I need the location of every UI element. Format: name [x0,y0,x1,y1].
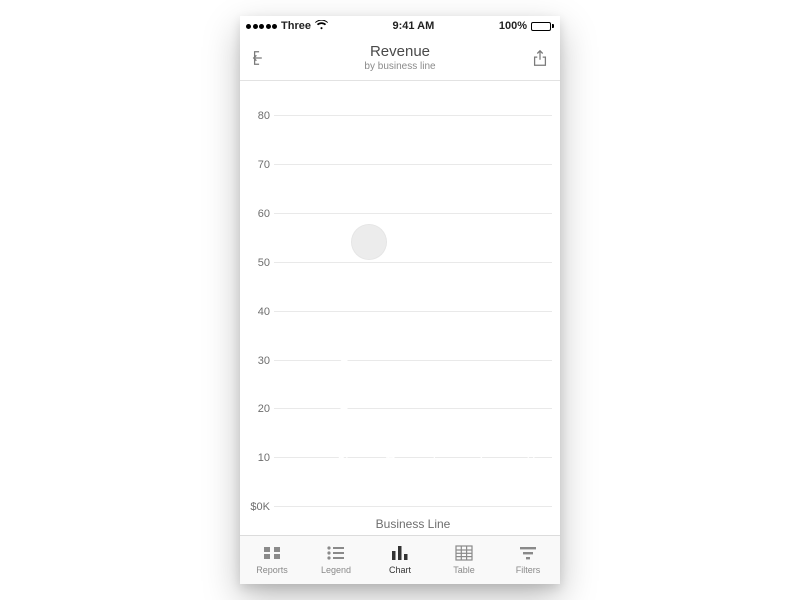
export-out-icon [251,49,269,67]
tab-label: Chart [389,565,411,575]
y-tick-label: 30 [240,355,270,367]
wifi-icon [315,20,328,33]
share-icon [531,49,549,67]
y-axis: $0K1020304050607080 [240,87,274,507]
tab-label: Legend [321,565,351,575]
tab-label: Reports [256,565,288,575]
plot-area: Enterprise Small & Medium Business Educati… [274,87,552,507]
y-tick-label: 80 [240,110,270,122]
y-tick-label: 40 [240,306,270,318]
y-tick-label: 10 [240,452,270,464]
bar-label: Government [429,422,444,499]
y-tick-label: 60 [240,208,270,220]
bar-label: Small & Medium Business [336,337,351,499]
phone-frame: Three 9:41 AM 100% Revenue by business l… [240,16,560,584]
bar-label: Not for Profit [476,419,491,499]
bar-label: Startups [522,446,537,499]
y-tick-label: 70 [240,159,270,171]
list-icon [326,545,346,563]
filter-icon [518,545,538,563]
back-button[interactable] [240,36,280,80]
share-button[interactable] [520,36,560,80]
tab-table[interactable]: Table [432,536,496,584]
page-title: Revenue by business line [364,44,435,72]
carrier-label: Three [281,20,311,32]
bars-row: Enterprise Small & Medium Business Educati… [274,87,552,507]
status-bar: Three 9:41 AM 100% [240,16,560,36]
grid-icon [262,545,282,563]
tab-label: Table [453,565,475,575]
battery-icon [531,22,554,31]
table-icon [454,545,474,563]
tab-filters[interactable]: Filters [496,536,560,584]
tab-label: Filters [516,565,541,575]
battery-percent-label: 100% [499,20,527,32]
y-tick-label: 20 [240,403,270,415]
y-tick-label: $0K [240,501,270,513]
revenue-chart[interactable]: $0K 10 20 30 40 50 60 70 80 Enterprise Small & Me… [240,81,560,535]
tab-chart[interactable]: Chart [368,536,432,584]
signal-dots-icon [246,24,277,29]
tab-reports[interactable]: Reports [240,536,304,584]
title-sub: by business line [364,61,435,72]
bar-label: Education [382,436,397,499]
bars-icon [390,545,410,563]
clock-label: 9:41 AM [393,20,435,32]
y-tick-label: 50 [240,257,270,269]
x-axis-label: Business Line [274,517,552,531]
touch-indicator [352,225,386,259]
nav-header: Revenue by business line [240,36,560,81]
tab-legend[interactable]: Legend [304,536,368,584]
title-main: Revenue [364,44,435,61]
tab-bar: Reports Legend Chart Table Filters [240,535,560,584]
bar-label: Enterprise [289,435,304,499]
